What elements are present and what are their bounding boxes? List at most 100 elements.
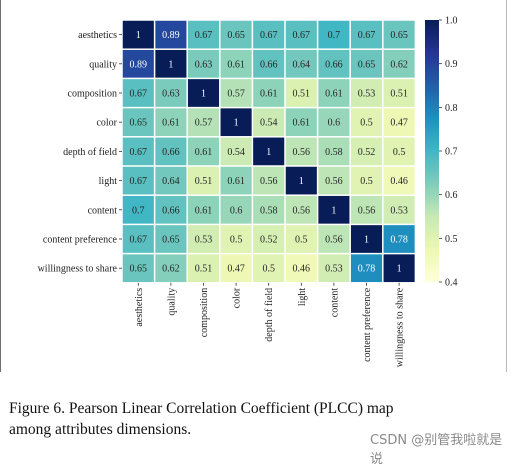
heatmap-cell xyxy=(187,79,220,107)
heatmap-cell-value: 0.5 xyxy=(393,147,406,158)
heatmap-cell-value: 0.57 xyxy=(195,118,213,129)
heatmap-cell-value: 0.67 xyxy=(260,30,278,41)
heatmap-cell xyxy=(318,225,350,253)
heatmap-cell-value: 1 xyxy=(299,176,304,187)
heatmap-cell xyxy=(285,20,317,49)
heatmap-cell-value: 0.5 xyxy=(262,264,275,275)
heatmap-cell-value: 0.53 xyxy=(195,235,213,246)
heatmap-cell-value: 0.47 xyxy=(390,118,408,129)
heatmap-cell-value: 0.65 xyxy=(162,235,180,246)
row-label: color xyxy=(96,118,117,129)
heatmap-cell-value: 0.62 xyxy=(390,59,408,70)
heatmap-cell xyxy=(285,225,317,253)
heatmap-cell xyxy=(285,49,317,78)
colorbar-tick-label: 0.8 xyxy=(445,103,458,114)
heatmap-cell xyxy=(220,254,252,283)
heatmap-cell xyxy=(220,195,252,224)
heatmap-cell xyxy=(122,195,154,224)
heatmap-cell xyxy=(318,49,350,78)
heatmap-cell xyxy=(253,166,285,195)
heatmap-cell xyxy=(318,166,350,195)
row-label: composition xyxy=(68,89,117,100)
heatmap-cell xyxy=(220,20,252,49)
heatmap-cell-value: 0.7 xyxy=(328,30,341,41)
heatmap-cell xyxy=(155,166,187,195)
heatmap-cell xyxy=(383,195,415,224)
heatmap-cell-value: 0.53 xyxy=(358,89,376,100)
heatmap-cell-value: 0.56 xyxy=(358,205,376,216)
heatmap-cell-value: 0.46 xyxy=(390,176,408,187)
heatmap-cell-value: 0.66 xyxy=(162,147,180,158)
heatmap-cell-value: 0.56 xyxy=(260,176,278,187)
column-label: content preference xyxy=(362,287,373,362)
heatmap-cell-value: 0.51 xyxy=(195,264,213,275)
heatmap-cell-value: 0.64 xyxy=(162,176,180,187)
heatmap-cell-value: 0.78 xyxy=(390,235,408,246)
row-label: willingness to share xyxy=(38,264,118,275)
heatmap-cell-value: 0.6 xyxy=(230,205,243,216)
heatmap-cell-value: 1 xyxy=(364,235,369,246)
heatmap-cell xyxy=(187,254,220,283)
column-label: content xyxy=(329,288,340,318)
heatmap-cell-value: 0.61 xyxy=(260,89,278,100)
heatmap-cell-value: 1 xyxy=(397,264,402,275)
heatmap-cell xyxy=(155,108,187,137)
column-label: depth of field xyxy=(264,288,275,342)
heatmap-cell-value: 0.56 xyxy=(293,205,311,216)
heatmap-cell xyxy=(383,108,415,137)
colorbar: 1.0 0.9 0.8 0.7 0.6 0.5 0.4 xyxy=(425,16,458,289)
heatmap-cell xyxy=(122,108,154,137)
heatmap-cell-value: 0.63 xyxy=(162,89,180,100)
heatmap-cell xyxy=(350,254,383,283)
heatmap-cell xyxy=(122,79,154,107)
heatmap-cell xyxy=(155,20,187,49)
heatmap-cell xyxy=(220,166,252,195)
heatmap-cell xyxy=(383,20,415,49)
heatmap-cell-value: 0.65 xyxy=(390,30,408,41)
heatmap-cell-value: 0.5 xyxy=(230,235,243,246)
heatmap-cell xyxy=(383,49,415,78)
heatmap-cell xyxy=(187,108,220,137)
heatmap-cell-value: 0.58 xyxy=(260,205,278,216)
row-label: quality xyxy=(89,59,117,70)
heatmap-cell xyxy=(122,166,154,195)
heatmap-cell-value: 0.56 xyxy=(325,235,343,246)
row-label: aesthetics xyxy=(78,30,117,41)
row-label: depth of field xyxy=(63,147,117,158)
heatmap-cell xyxy=(350,20,383,49)
heatmap-cell xyxy=(155,49,187,78)
heatmap-cell xyxy=(155,254,187,283)
heatmap-cell-value: 0.47 xyxy=(227,264,245,275)
heatmap-cell-value: 0.67 xyxy=(130,89,148,100)
figure-frame-left-border xyxy=(0,0,1,372)
heatmap-cell xyxy=(187,137,220,166)
heatmap-cell xyxy=(285,166,317,195)
heatmap-cell-value: 0.51 xyxy=(390,89,408,100)
figure-frame-right-border xyxy=(506,0,507,372)
heatmap-cell-value: 0.56 xyxy=(293,147,311,158)
heatmap-cell xyxy=(318,195,350,224)
heatmap-cell-value: 0.61 xyxy=(293,118,311,129)
heatmap-cell xyxy=(187,20,220,49)
heatmap-cell xyxy=(253,108,285,137)
column-label: quality xyxy=(166,288,177,316)
row-label: content preference xyxy=(43,235,118,246)
heatmap-cell-value: 0.65 xyxy=(358,59,376,70)
heatmap-cell xyxy=(122,254,154,283)
heatmap-cell xyxy=(318,79,350,107)
colorbar-gradient xyxy=(425,20,439,282)
heatmap-cell-value: 0.67 xyxy=(130,235,148,246)
heatmap-cell xyxy=(285,137,317,166)
heatmap-cell-value: 0.56 xyxy=(325,176,343,187)
heatmap-cell xyxy=(155,79,187,107)
heatmap-cell xyxy=(318,108,350,137)
heatmap-cell-value: 0.67 xyxy=(130,147,148,158)
heatmap-cell-value: 0.61 xyxy=(227,59,245,70)
column-label: light xyxy=(297,288,308,307)
heatmap-cell-value: 1 xyxy=(234,118,239,129)
colorbar-tick-label: 0.9 xyxy=(445,59,458,70)
correlation-heatmap: 1 0.89 0.67 0.65 0.67 0.67 0.7 0.67 0.65 0.89 1 0.6… xyxy=(38,16,458,368)
row-label: content xyxy=(88,205,118,216)
heatmap-cell-value: 0.62 xyxy=(162,264,180,275)
heatmap-cell xyxy=(122,137,154,166)
